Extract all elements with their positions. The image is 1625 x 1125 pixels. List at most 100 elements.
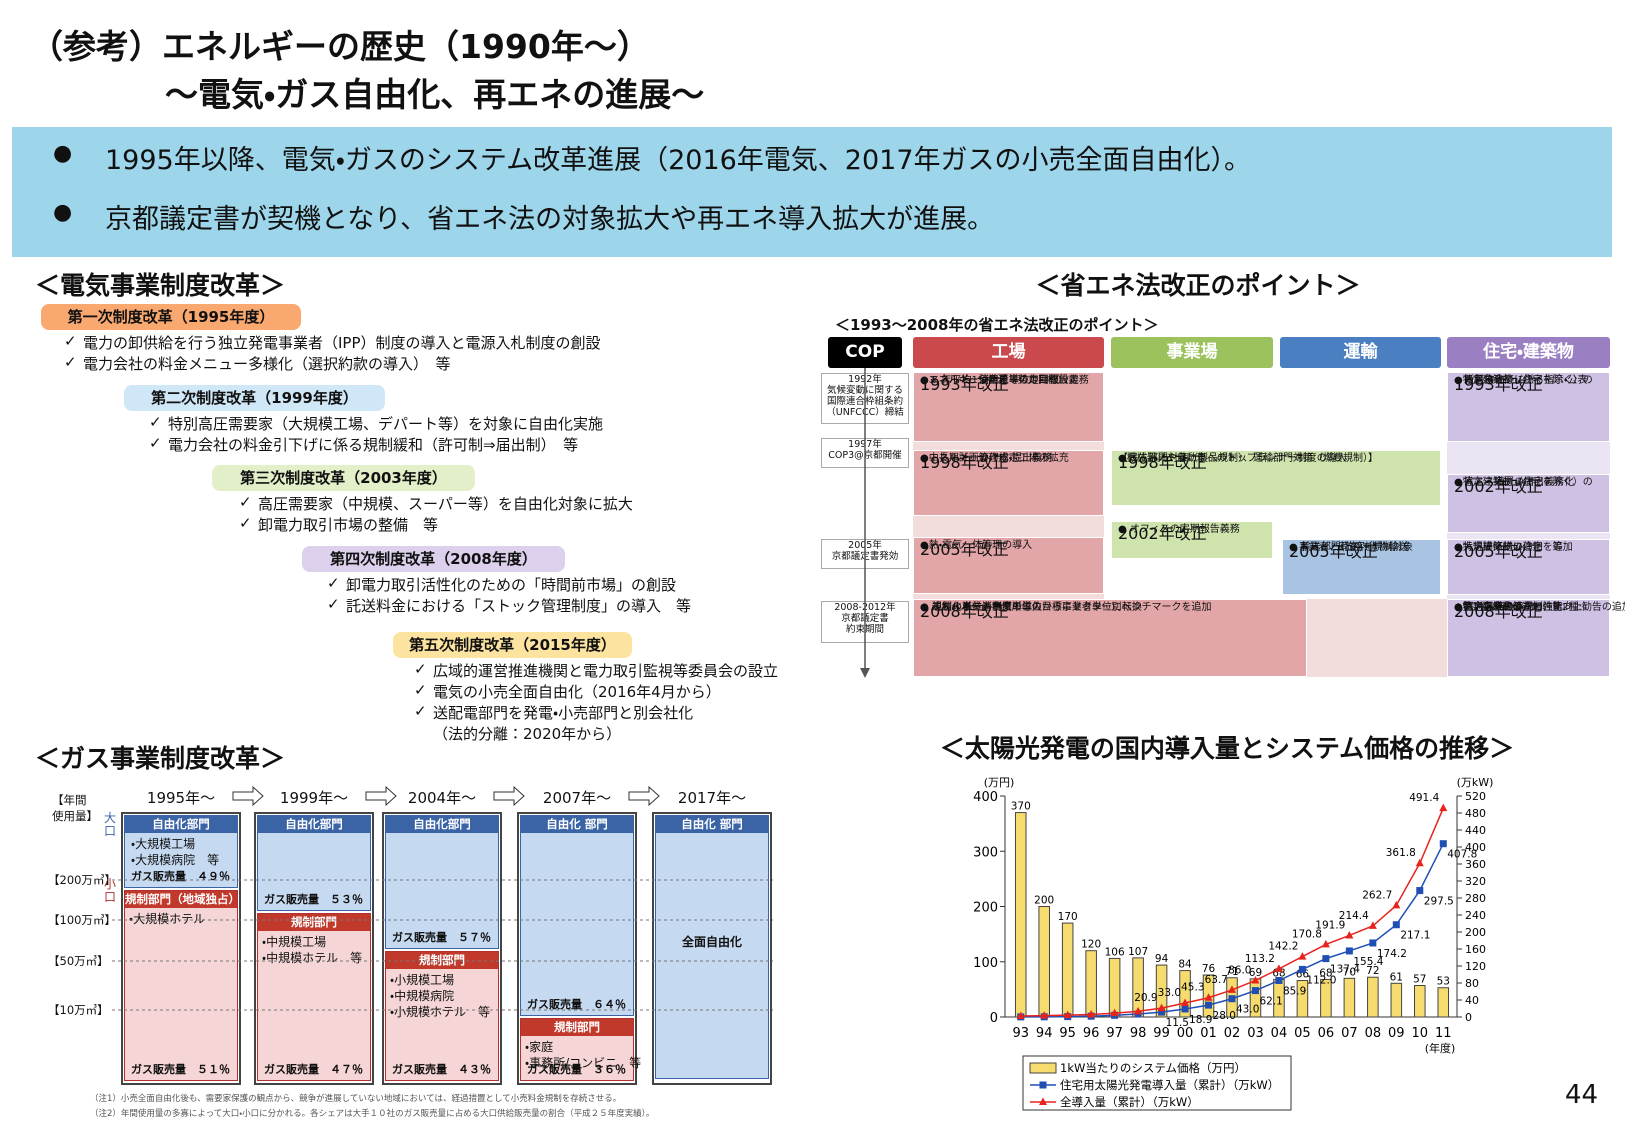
timeline-label: 2005年 京都議定書発効 (821, 539, 909, 569)
free-box: 自由化部門 ガス販売量 ５７％ (385, 815, 499, 949)
reform-item: 卸電力取引市場の整備 等 (239, 514, 438, 535)
summary-bullet: 京都議定書が契機となり、省エネ法の対象拡大や再エネ導入拡大が進展。 (53, 197, 994, 236)
free-label: 自由化 部門 (521, 816, 633, 833)
cell-line: ● オフィスの定期報告義務 (1118, 524, 1240, 535)
timeline-line: 気候変動に関する (826, 385, 903, 396)
column-header: COP (828, 337, 902, 368)
reform-label: 第三次制度改革（2003年度） (212, 465, 475, 491)
timeline-line: （UNFCCC）締結 (826, 407, 904, 418)
column-header: 工場 (913, 337, 1104, 368)
cell-line: ●中長期計画の作成・提出義務 (920, 453, 1053, 464)
year-label: 1999年～ (279, 789, 349, 807)
cell-title: 1993年改正 (1454, 375, 1543, 394)
cell-line: の対象化 (1454, 375, 1504, 386)
level-label: 【50万㎥】 (48, 954, 109, 968)
timeline-label: 2008-2012年 京都議定書 約束期間 (821, 601, 909, 643)
cell-line: ●特定建築物（住宅を除く）の (1454, 477, 1593, 488)
reform-note: （法的分離：2020年から） (433, 725, 622, 743)
timeline-line: 京都議定書発効 (831, 551, 899, 562)
cell-line: 事業者、荷主)を規制対象 (1289, 542, 1413, 553)
free-box: 自由化 部門 全面自由化 (655, 815, 769, 1079)
level-label: 【200万㎥】 (48, 873, 116, 887)
section-heading: ＜太陽光発電の国内導入量とシステム価格の推移＞ (939, 734, 1515, 763)
reform-item: 電気の小売全面自由化（2016年4月から） (414, 681, 721, 702)
gas-column (254, 812, 374, 1085)
regulated-item: ・中規模工場 (262, 935, 327, 949)
regulated-share: ガス販売量 ４３％ (392, 1063, 491, 1076)
regulated-share: ガス販売量 ３６％ (527, 1063, 626, 1076)
year-label: 1995年～ (146, 789, 216, 807)
cell-line: ●特定建築物（住宅を除く）の (1454, 375, 1593, 386)
regulated-box: 規制部門（地域独占） ・大規模ホテル ガス販売量 ５１％ (124, 890, 240, 1081)
regulated-item: ・中規模ホテル 等 (262, 951, 363, 965)
reform-item: 高圧需要家（中規模、スーパー等）を自由化対象に拡大 (239, 493, 633, 514)
cell-line: ●機械器具や自動車へのトップランナー制度の導入 (1118, 453, 1347, 464)
law-cell: 2002年改正 ●特定建築物（住宅を除く）の 省エネ措置の届出義務化 (1447, 474, 1610, 533)
free-item: 全面自由化 (681, 934, 742, 949)
law-cell: 1998年改正 ●中長期計画の作成・提出義務 ●エネルギー管理指定工場の拡充 (913, 450, 1104, 516)
gas-column (382, 812, 502, 1085)
timeline-line: 1992年 (848, 374, 882, 385)
timeline-line: 京都議定書 (841, 613, 889, 624)
regulated-item: ・小規模工場 (390, 973, 455, 987)
axis-title: 使用量】 (52, 809, 98, 823)
regulated-item: ・小規模ホテル 等 (390, 1005, 491, 1019)
cell-line: ●特定建築物の規制強化 (1454, 602, 1563, 613)
level-label: 【100万㎥】 (48, 913, 116, 927)
free-label: 自由化部門 (386, 816, 498, 833)
cell-line: ●住宅事業建築主の性能向上 (1454, 602, 1583, 613)
law-cell: 2005年改正 ●特定建築物に住宅を追加 ●大規模修繕の追加 等 (1447, 539, 1610, 595)
free-item: ・大規模工場 (131, 837, 196, 851)
timeline-line: 国際連合枠組条約 (826, 396, 903, 407)
cell-title: 2005年改正 (1289, 542, 1378, 561)
section-heading: ＜電気事業制度改革＞ (35, 271, 286, 300)
table-subtitle: ＜1993～2008年の省エネ法改正のポイント＞ (835, 316, 1159, 334)
cell-line: ●熱・電気一体管理の導入 (920, 540, 1033, 551)
section-heading: ＜省エネ法改正のポイント＞ (1035, 271, 1361, 300)
law-cell: 2008年改正 ●特定建築物の規制強化 ※第1種:命令の追加、第2種:勧告の追加 ●住… (1447, 599, 1625, 677)
year-label: 2017年～ (677, 789, 747, 807)
regulated-label: 規制部門（地域独占） (125, 891, 240, 908)
timeline-line: 2005年 (848, 540, 882, 551)
cell-line: ●エネルギー使用量等の定期報告義務 (920, 375, 1089, 386)
axis-title: 【年間 (52, 793, 87, 807)
law-cell: 2005年改正 ● 輸送部門(旅客・貨物輸送 事業者、荷主)を規制対象 (1282, 539, 1441, 595)
cell-line: ● 連鎖化事業者制度の導入 (920, 602, 1042, 613)
timeline-line: 2008-2012年 (834, 602, 896, 613)
regulated-label: 規制部門 (258, 914, 370, 931)
cell-line: ● 輸送部門(旅客・貨物輸送 (1289, 542, 1409, 553)
summary-bullet: 1995年以降、電気・ガスのシステム改革進展（2016年電気、2017年ガスの小… (53, 138, 1251, 177)
free-share: ガス販売量 ４９％ (131, 870, 230, 883)
free-label: 自由化部門 (125, 816, 237, 833)
column-header: 住宅・建築物 (1447, 337, 1610, 368)
reform-item: 広域的運営推進機関と電力取引監視等委員会の設立 (414, 660, 778, 681)
cell-title: 2002年改正 (1118, 524, 1207, 543)
reform-item: 電力会社の料金メニュー多様化（選択約款の導入） 等 (64, 353, 450, 374)
cell-title: 1998年改正 (1118, 453, 1207, 472)
reform-label: 第一次制度改革（1995年度） (41, 304, 301, 330)
timeline-line: 1997年 (848, 439, 882, 450)
regulated-box: 規制部門 ・小規模工場 ・中規模病院 ・小規模ホテル 等ガス販売量 ４３％ (385, 951, 499, 1081)
timeline-label: 1992年 気候変動に関する 国際連合枠組条約 （UNFCCC）締結 (821, 373, 909, 424)
row-band (1307, 599, 1447, 677)
footnote: （注2）年間使用量の多寡によって大口・小口に分かれる。各シェアは大手１０社のガス… (90, 1109, 655, 1119)
reform-label: 第五次制度改革（2015年度） (393, 632, 632, 658)
timeline-line: COP3@京都開催 (828, 450, 902, 461)
regulated-share: ガス販売量 ５１％ (131, 1063, 230, 1076)
cell-line: 省エネ措置の届出義務化 (1454, 477, 1574, 488)
reform-item: 卸電力取引活性化のための「時間前市場」の創設 (327, 574, 676, 595)
regulated-share: ガス販売量 ４７％ (264, 1063, 363, 1076)
free-box: 自由化部門 ・大規模工場 ・大規模病院 等ガス販売量 ４９％ (124, 815, 238, 888)
level-label: 【10万㎥】 (48, 1003, 109, 1017)
cell-title: 1998年改正 (920, 453, 1009, 472)
gas-column (517, 812, 637, 1085)
free-box: 自由化 部門 ガス販売量 ６４％ (520, 815, 634, 1016)
regulated-label: 規制部門 (521, 1019, 633, 1036)
free-label: 自由化部門 (258, 816, 370, 833)
cell-line: ※ 年平均1%低減（努力目標） (920, 375, 1068, 386)
law-cell: 1998年改正 ●機械器具や自動車へのトップランナー制度の導入 【民生部門対策（製品… (1111, 450, 1441, 506)
small-label: 小口 (104, 877, 117, 904)
gas-column (121, 812, 241, 1085)
cell-line: ●大規模修繕の追加 等 (1454, 542, 1563, 553)
